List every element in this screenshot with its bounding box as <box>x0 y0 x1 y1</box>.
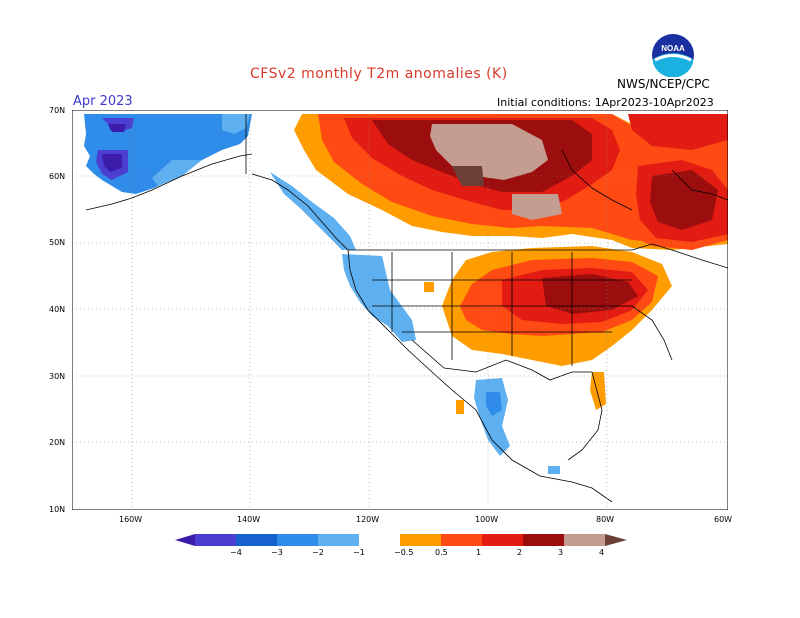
lat-label-50: 50N <box>49 238 66 247</box>
forecast-month: Apr 2023 <box>73 94 133 109</box>
color-bar-label: −4 <box>230 548 242 557</box>
color-bar-label: 1 <box>476 548 482 557</box>
lon-label-160w: 160W <box>119 515 143 524</box>
color-bar-high-arrow <box>605 534 627 546</box>
color-bar-cell <box>318 534 359 546</box>
color-bar-low-arrow <box>175 534 195 546</box>
color-bar-cell <box>564 534 605 546</box>
noaa-logo: NOAA <box>652 34 694 77</box>
lon-label-140w: 140W <box>237 515 261 524</box>
color-bar-cell <box>359 534 400 546</box>
color-bar-label: −3 <box>271 548 283 557</box>
lat-label-60: 60N <box>49 172 66 181</box>
color-bar-cell <box>195 534 236 546</box>
color-bar-label: −1 <box>353 548 365 557</box>
svg-text:NOAA: NOAA <box>661 44 685 53</box>
color-bar-cell <box>277 534 318 546</box>
cold-anomaly-pacific-nw <box>270 172 416 342</box>
color-bar-cell <box>400 534 441 546</box>
color-bar-cell <box>523 534 564 546</box>
initial-conditions: Initial conditions: 1Apr2023-10Apr2023 <box>497 96 714 109</box>
coastlines <box>85 114 728 503</box>
lon-label-120w: 120W <box>356 515 380 524</box>
graticule <box>72 110 728 510</box>
color-bar <box>175 534 627 546</box>
color-bar-cell <box>441 534 482 546</box>
lat-label-10: 10N <box>49 505 66 514</box>
color-bar-label: −2 <box>312 548 324 557</box>
lat-label-30: 30N <box>49 372 66 381</box>
agency-label: NWS/NCEP/CPC <box>617 77 710 91</box>
lon-label-100w: 100W <box>475 515 499 524</box>
lat-label-70: 70N <box>49 106 66 115</box>
map-title: CFSv2 monthly T2m anomalies (K) <box>250 66 508 82</box>
warm-anomaly-canada <box>294 114 728 250</box>
lat-label-40: 40N <box>49 305 66 314</box>
color-bar-label: 3 <box>558 548 564 557</box>
lon-label-80w: 80W <box>596 515 615 524</box>
lat-label-20: 20N <box>49 438 66 447</box>
color-bar-label: 4 <box>599 548 605 557</box>
color-bar-label: 0.5 <box>435 548 448 557</box>
color-bar-label: 2 <box>517 548 523 557</box>
lon-label-60w: 60W <box>714 515 733 524</box>
color-bar-cell <box>236 534 277 546</box>
cold-anomaly-mexico <box>474 378 560 474</box>
color-bar-label: −0.5 <box>394 548 414 557</box>
anomaly-map <box>72 110 728 510</box>
color-bar-cell <box>482 534 523 546</box>
cold-anomaly-alaska <box>84 114 252 194</box>
